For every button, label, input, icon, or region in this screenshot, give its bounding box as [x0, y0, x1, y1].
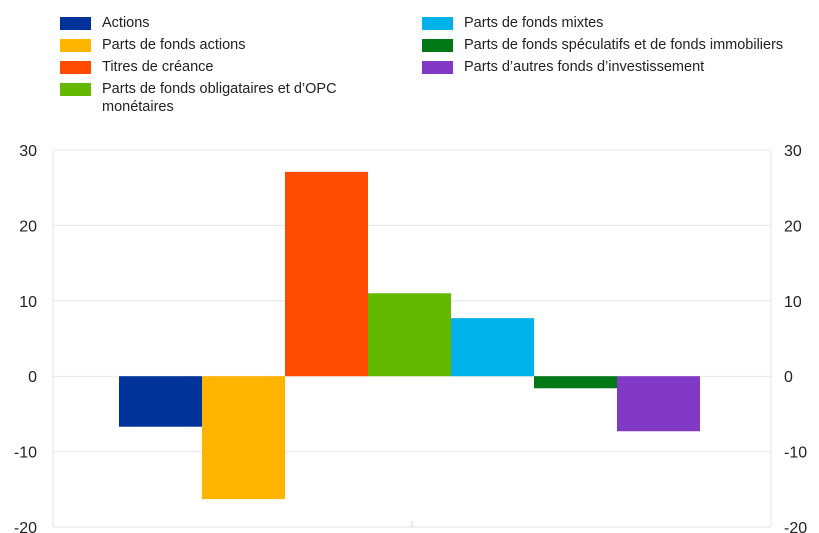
- bar: [451, 318, 534, 377]
- legend-swatch: [60, 61, 91, 74]
- legend-item-fonds-actions: Parts de fonds actions: [60, 36, 390, 54]
- y-tick-label-right: 0: [784, 369, 793, 386]
- legend-label: Parts de fonds actions: [102, 37, 246, 53]
- y-tick-label-right: 30: [784, 143, 802, 160]
- y-tick-label-right: -10: [784, 445, 807, 462]
- y-tick-label-left: -20: [14, 520, 37, 533]
- legend-item-actions: Actions: [60, 14, 390, 32]
- y-tick-label-left: 0: [28, 369, 37, 386]
- y-tick-label-right: -20: [784, 520, 807, 533]
- y-tick-label-left: 10: [19, 294, 37, 311]
- legend-label: Parts de fonds spéculatifs et de fonds i…: [464, 37, 784, 53]
- bars: [119, 171, 700, 500]
- legend-item-fonds-mixtes: Parts de fonds mixtes: [422, 14, 819, 32]
- legend-item-titres-creance: Titres de créance: [60, 58, 390, 76]
- axes: 30 30 20 20 10 10 0 0 -10 -10 -20 -20: [14, 143, 807, 533]
- legend-item-fonds-speculatifs: Parts de fonds spéculatifs et de fonds i…: [422, 36, 819, 54]
- bar: [368, 293, 451, 377]
- bar: [119, 376, 202, 427]
- legend-label: Titres de créance: [102, 59, 214, 75]
- y-tick-label-right: 10: [784, 294, 802, 311]
- y-tick-label-left: 20: [19, 218, 37, 235]
- legend-label: Parts de fonds obligataires et d’OPC mon…: [102, 81, 337, 115]
- y-tick-label-right: 20: [784, 218, 802, 235]
- y-tick-label-left: -10: [14, 445, 37, 462]
- bar: [202, 376, 285, 500]
- legend-swatch: [60, 83, 91, 96]
- legend-label: Parts d’autres fonds d’investissement: [464, 59, 705, 75]
- legend-label: Actions: [102, 15, 150, 31]
- legend-swatch: [60, 39, 91, 52]
- legend-swatch: [60, 17, 91, 30]
- legend-label: Parts de fonds mixtes: [464, 15, 604, 31]
- legend-item-fonds-obligataires: Parts de fonds obligataires et d’OPC mon…: [60, 80, 380, 116]
- bar: [617, 376, 700, 432]
- legend-item-autres-fonds: Parts d’autres fonds d’investissement: [422, 58, 819, 76]
- legend-swatch: [422, 61, 453, 74]
- y-tick-label-left: 30: [19, 143, 37, 160]
- chart-legend: Actions Parts de fonds actions Titres de…: [0, 8, 819, 118]
- legend-swatch: [422, 39, 453, 52]
- bar: [534, 376, 617, 389]
- bar: [285, 171, 368, 377]
- legend-swatch: [422, 17, 453, 30]
